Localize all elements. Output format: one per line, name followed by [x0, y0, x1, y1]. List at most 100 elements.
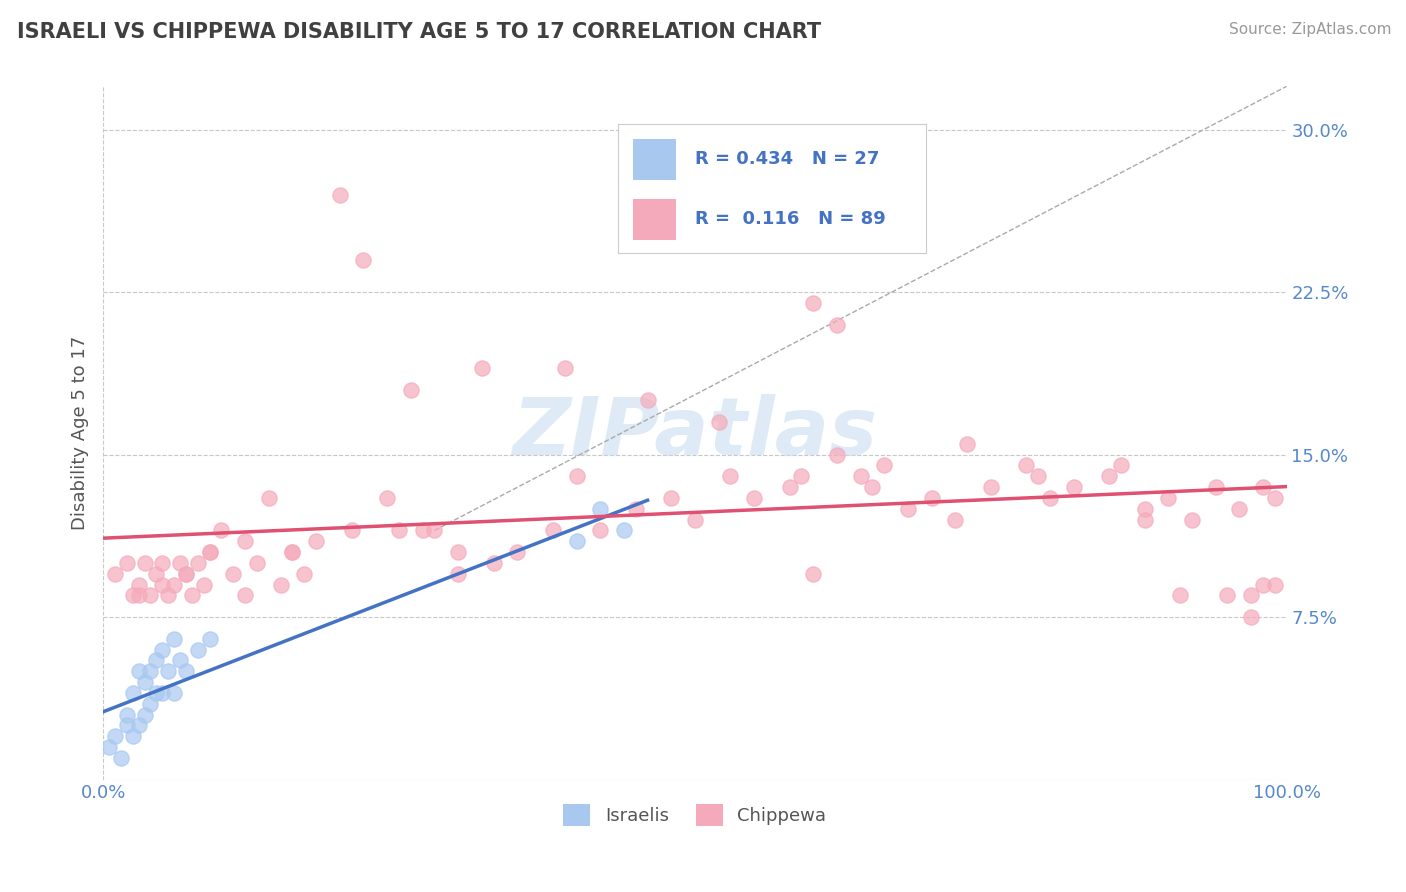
- Text: Source: ZipAtlas.com: Source: ZipAtlas.com: [1229, 22, 1392, 37]
- Point: [121, 729, 143, 743]
- Point: [222, 566, 245, 581]
- Point: [1015, 458, 1038, 473]
- Point: [115, 556, 138, 570]
- Point: [134, 707, 156, 722]
- Point: [412, 524, 434, 538]
- Point: [565, 469, 588, 483]
- Point: [1227, 501, 1250, 516]
- Text: ZIPatlas: ZIPatlas: [512, 394, 877, 472]
- Point: [921, 491, 943, 505]
- Point: [121, 589, 143, 603]
- Point: [1205, 480, 1227, 494]
- Point: [128, 665, 150, 679]
- Point: [1039, 491, 1062, 505]
- Point: [174, 566, 197, 581]
- Point: [233, 589, 256, 603]
- Point: [718, 469, 741, 483]
- Point: [198, 632, 221, 646]
- Point: [1264, 491, 1286, 505]
- Point: [198, 545, 221, 559]
- Point: [305, 534, 328, 549]
- Point: [169, 653, 191, 667]
- Point: [1157, 491, 1180, 505]
- Point: [115, 718, 138, 732]
- Point: [1181, 513, 1204, 527]
- Point: [897, 501, 920, 516]
- Point: [193, 577, 215, 591]
- Point: [233, 534, 256, 549]
- Point: [281, 545, 304, 559]
- Point: [145, 653, 167, 667]
- Point: [1240, 589, 1263, 603]
- Point: [1216, 589, 1239, 603]
- Point: [150, 642, 173, 657]
- Point: [873, 458, 896, 473]
- Point: [139, 665, 162, 679]
- Point: [134, 556, 156, 570]
- Point: [659, 491, 682, 505]
- Point: [506, 545, 529, 559]
- Point: [139, 589, 162, 603]
- Point: [943, 513, 966, 527]
- Point: [565, 534, 588, 549]
- Point: [860, 480, 883, 494]
- Point: [187, 556, 209, 570]
- Point: [157, 589, 180, 603]
- Point: [801, 566, 824, 581]
- Y-axis label: Disability Age 5 to 17: Disability Age 5 to 17: [72, 336, 89, 530]
- Point: [471, 361, 494, 376]
- Text: ISRAELI VS CHIPPEWA DISABILITY AGE 5 TO 17 CORRELATION CHART: ISRAELI VS CHIPPEWA DISABILITY AGE 5 TO …: [17, 22, 821, 42]
- Point: [180, 589, 202, 603]
- Point: [849, 469, 872, 483]
- Point: [121, 686, 143, 700]
- Point: [128, 718, 150, 732]
- Point: [423, 524, 446, 538]
- Point: [98, 740, 121, 755]
- Point: [145, 686, 167, 700]
- Point: [169, 556, 191, 570]
- Point: [482, 556, 505, 570]
- Point: [329, 187, 352, 202]
- Point: [683, 513, 706, 527]
- Point: [447, 566, 470, 581]
- Point: [1133, 513, 1156, 527]
- Point: [281, 545, 304, 559]
- Point: [613, 524, 636, 538]
- Point: [637, 393, 659, 408]
- Point: [779, 480, 801, 494]
- Point: [1026, 469, 1049, 483]
- Point: [1251, 577, 1274, 591]
- Point: [388, 524, 411, 538]
- Point: [128, 589, 150, 603]
- Point: [163, 632, 186, 646]
- Point: [589, 501, 612, 516]
- Point: [246, 556, 269, 570]
- Point: [1264, 577, 1286, 591]
- Point: [134, 675, 156, 690]
- Point: [1098, 469, 1121, 483]
- Point: [104, 566, 127, 581]
- Point: [399, 383, 422, 397]
- Point: [742, 491, 765, 505]
- Point: [980, 480, 1002, 494]
- Point: [115, 707, 138, 722]
- Point: [1133, 501, 1156, 516]
- Point: [825, 448, 848, 462]
- Point: [541, 524, 564, 538]
- Point: [150, 686, 173, 700]
- Point: [554, 361, 576, 376]
- Point: [292, 566, 315, 581]
- Point: [447, 545, 470, 559]
- Point: [163, 686, 186, 700]
- Point: [1109, 458, 1132, 473]
- Point: [624, 501, 647, 516]
- Point: [790, 469, 813, 483]
- Point: [145, 566, 167, 581]
- Point: [340, 524, 363, 538]
- Point: [150, 556, 173, 570]
- Point: [104, 729, 127, 743]
- Point: [187, 642, 209, 657]
- Point: [353, 252, 375, 267]
- Point: [707, 415, 730, 429]
- Point: [198, 545, 221, 559]
